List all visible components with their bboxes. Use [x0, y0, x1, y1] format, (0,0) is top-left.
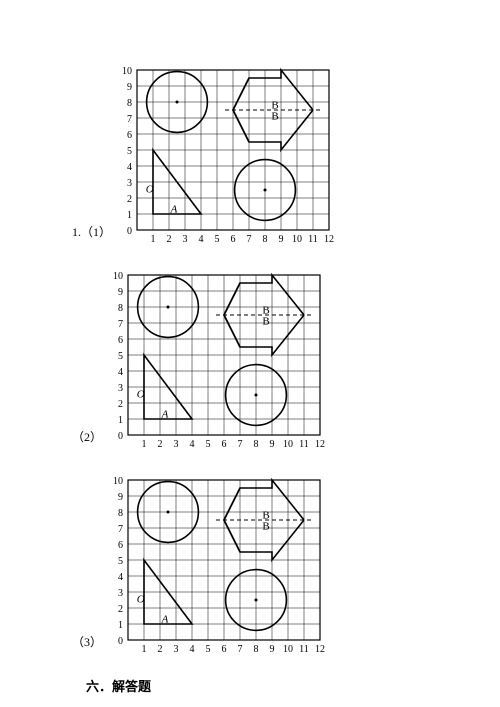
svg-text:6: 6 — [222, 439, 227, 450]
svg-text:6: 6 — [127, 130, 132, 141]
svg-text:6: 6 — [222, 644, 227, 655]
svg-text:3: 3 — [127, 178, 132, 189]
svg-text:A: A — [161, 408, 169, 420]
svg-text:7: 7 — [118, 319, 123, 330]
svg-text:12: 12 — [324, 234, 334, 245]
svg-text:2: 2 — [167, 234, 172, 245]
svg-text:4: 4 — [190, 644, 195, 655]
figure-label-1: 1.（1） — [72, 223, 111, 250]
svg-text:0: 0 — [118, 636, 123, 647]
svg-text:1: 1 — [151, 234, 156, 245]
svg-text:5: 5 — [206, 644, 211, 655]
svg-text:O: O — [146, 183, 154, 195]
svg-text:6: 6 — [118, 540, 123, 551]
svg-text:3: 3 — [174, 644, 179, 655]
svg-text:A: A — [170, 203, 178, 215]
svg-text:9: 9 — [118, 492, 123, 503]
svg-text:8: 8 — [263, 234, 268, 245]
svg-text:O: O — [137, 593, 145, 605]
svg-text:7: 7 — [238, 644, 243, 655]
svg-text:9: 9 — [127, 82, 132, 93]
svg-text:3: 3 — [174, 439, 179, 450]
svg-text:2: 2 — [158, 644, 163, 655]
svg-text:5: 5 — [118, 556, 123, 567]
svg-text:10: 10 — [283, 439, 293, 450]
svg-text:11: 11 — [299, 644, 309, 655]
grid-diagram-1: 123456789101112012345678910AOBB — [117, 60, 347, 250]
svg-text:8: 8 — [254, 439, 259, 450]
svg-text:9: 9 — [270, 644, 275, 655]
svg-text:4: 4 — [127, 162, 132, 173]
svg-text:10: 10 — [122, 66, 132, 77]
svg-text:4: 4 — [118, 367, 123, 378]
section-heading: 六．解答题 — [86, 676, 151, 695]
svg-text:8: 8 — [127, 98, 132, 109]
svg-text:11: 11 — [299, 439, 309, 450]
svg-text:B: B — [271, 111, 278, 123]
figure-label-3: （3） — [72, 633, 102, 660]
svg-text:A: A — [161, 613, 169, 625]
svg-text:1: 1 — [127, 210, 132, 221]
figure-2: （2） 123456789101112012345678910AOBB — [72, 265, 338, 455]
svg-text:12: 12 — [315, 439, 325, 450]
svg-text:0: 0 — [118, 431, 123, 442]
svg-text:B: B — [262, 304, 269, 316]
svg-text:5: 5 — [206, 439, 211, 450]
svg-text:B: B — [262, 316, 269, 328]
grid-diagram-3: 123456789101112012345678910AOBB — [108, 470, 338, 660]
figure-label-2: （2） — [72, 428, 102, 455]
svg-text:B: B — [271, 99, 278, 111]
svg-text:5: 5 — [215, 234, 220, 245]
svg-text:7: 7 — [238, 439, 243, 450]
svg-text:10: 10 — [113, 271, 123, 282]
svg-text:3: 3 — [118, 383, 123, 394]
svg-text:B: B — [262, 509, 269, 521]
svg-text:8: 8 — [118, 508, 123, 519]
svg-text:7: 7 — [127, 114, 132, 125]
svg-text:1: 1 — [142, 439, 147, 450]
svg-text:4: 4 — [199, 234, 204, 245]
svg-text:3: 3 — [183, 234, 188, 245]
svg-text:3: 3 — [118, 588, 123, 599]
svg-text:11: 11 — [308, 234, 318, 245]
svg-text:2: 2 — [127, 194, 132, 205]
svg-text:2: 2 — [118, 399, 123, 410]
figure-3: （3） 123456789101112012345678910AOBB — [72, 470, 338, 660]
svg-text:2: 2 — [158, 439, 163, 450]
figure-1: 1.（1） 123456789101112012345678910AOBB — [72, 60, 347, 250]
svg-text:6: 6 — [231, 234, 236, 245]
svg-text:9: 9 — [270, 439, 275, 450]
svg-text:5: 5 — [127, 146, 132, 157]
svg-text:4: 4 — [190, 439, 195, 450]
svg-text:1: 1 — [118, 620, 123, 631]
svg-text:8: 8 — [254, 644, 259, 655]
svg-text:2: 2 — [118, 604, 123, 615]
svg-text:10: 10 — [113, 476, 123, 487]
svg-text:5: 5 — [118, 351, 123, 362]
svg-text:0: 0 — [127, 226, 132, 237]
svg-text:O: O — [137, 388, 145, 400]
svg-text:8: 8 — [118, 303, 123, 314]
svg-text:10: 10 — [292, 234, 302, 245]
svg-text:12: 12 — [315, 644, 325, 655]
svg-text:10: 10 — [283, 644, 293, 655]
svg-text:B: B — [262, 521, 269, 533]
svg-text:4: 4 — [118, 572, 123, 583]
svg-text:1: 1 — [118, 415, 123, 426]
svg-text:7: 7 — [118, 524, 123, 535]
svg-text:1: 1 — [142, 644, 147, 655]
svg-text:9: 9 — [279, 234, 284, 245]
svg-text:6: 6 — [118, 335, 123, 346]
svg-text:9: 9 — [118, 287, 123, 298]
svg-text:7: 7 — [247, 234, 252, 245]
grid-diagram-2: 123456789101112012345678910AOBB — [108, 265, 338, 455]
